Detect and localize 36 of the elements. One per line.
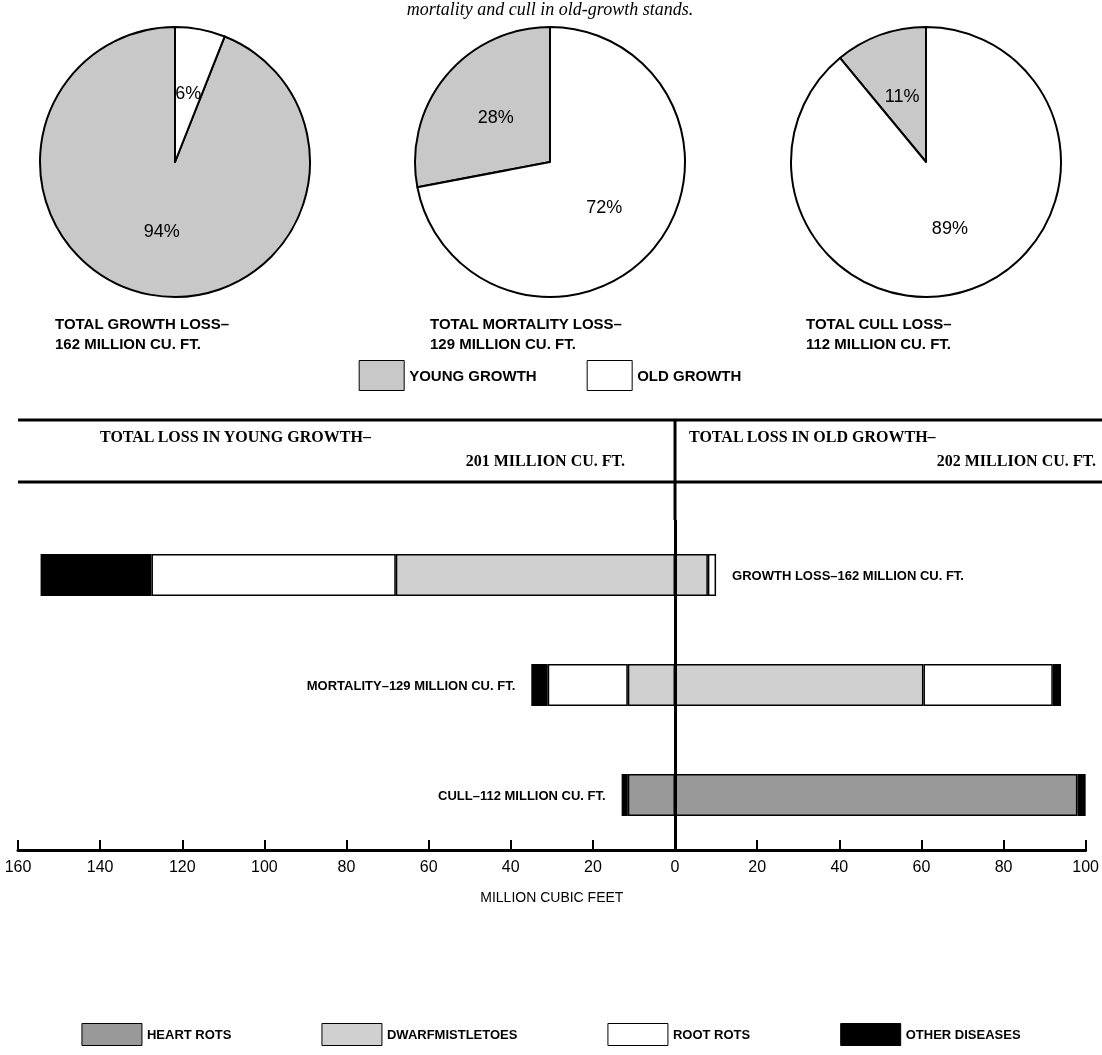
- x-tick-label: 40: [830, 857, 849, 875]
- x-tick-label: 100: [1072, 857, 1100, 875]
- x-tick-label: 60: [419, 857, 438, 875]
- x-tick-label: 20: [748, 857, 767, 875]
- data-label: 28%: [477, 107, 514, 128]
- x-tick-label: 100: [251, 857, 278, 875]
- x-tick-label: 60: [912, 857, 931, 875]
- y-tick-label: CULL–112 MILLION CU. FT.: [438, 787, 606, 803]
- y-tick-label: GROWTH LOSS–162 MILLION CU. FT.: [732, 567, 964, 583]
- x-tick-label: 0: [670, 857, 680, 875]
- data-label: 11%: [884, 85, 920, 106]
- text: TOTAL MORTALITY LOSS– 129 MILLION CU. FT.: [430, 314, 622, 352]
- y-tick-label: MORTALITY–129 MILLION CU. FT.: [306, 677, 516, 693]
- legend-label: DWARFMISTLETOES: [386, 1027, 518, 1042]
- x-tick-label: 80: [337, 857, 356, 875]
- x-tick-label: 140: [86, 857, 114, 875]
- x-tick-label: 20: [583, 857, 602, 875]
- x-tick-label: 160: [4, 857, 32, 875]
- data-label: 72%: [586, 196, 623, 217]
- text: mortality and cull in old-growth stands.: [406, 0, 694, 19]
- text: TOTAL LOSS IN YOUNG GROWTH– 201 MILLION CU. FT.: [100, 427, 626, 469]
- legend-label: HEART ROTS: [146, 1027, 232, 1042]
- legend-label: OLD GROWTH: [637, 367, 742, 384]
- x-tick-label: 40: [501, 857, 520, 875]
- text: TOTAL CULL LOSS– 112 MILLION CU. FT.: [806, 314, 952, 352]
- data-label: 6%: [175, 82, 202, 103]
- text: TOTAL LOSS IN OLD GROWTH– 202 MILLION CU. FT.: [689, 427, 1096, 469]
- legend-label: ROOT ROTS: [672, 1027, 751, 1042]
- x-axis-title: MILLION CUBIC FEET: [480, 889, 624, 905]
- x-tick-label: 80: [994, 857, 1013, 875]
- data-label: 94%: [143, 221, 180, 242]
- data-label: 89%: [931, 218, 968, 239]
- legend-label: YOUNG GROWTH: [409, 367, 537, 384]
- text: TOTAL GROWTH LOSS– 162 MILLION CU. FT.: [55, 314, 230, 352]
- legend-label: OTHER DISEASES: [905, 1027, 1021, 1042]
- x-tick-label: 120: [168, 857, 196, 875]
